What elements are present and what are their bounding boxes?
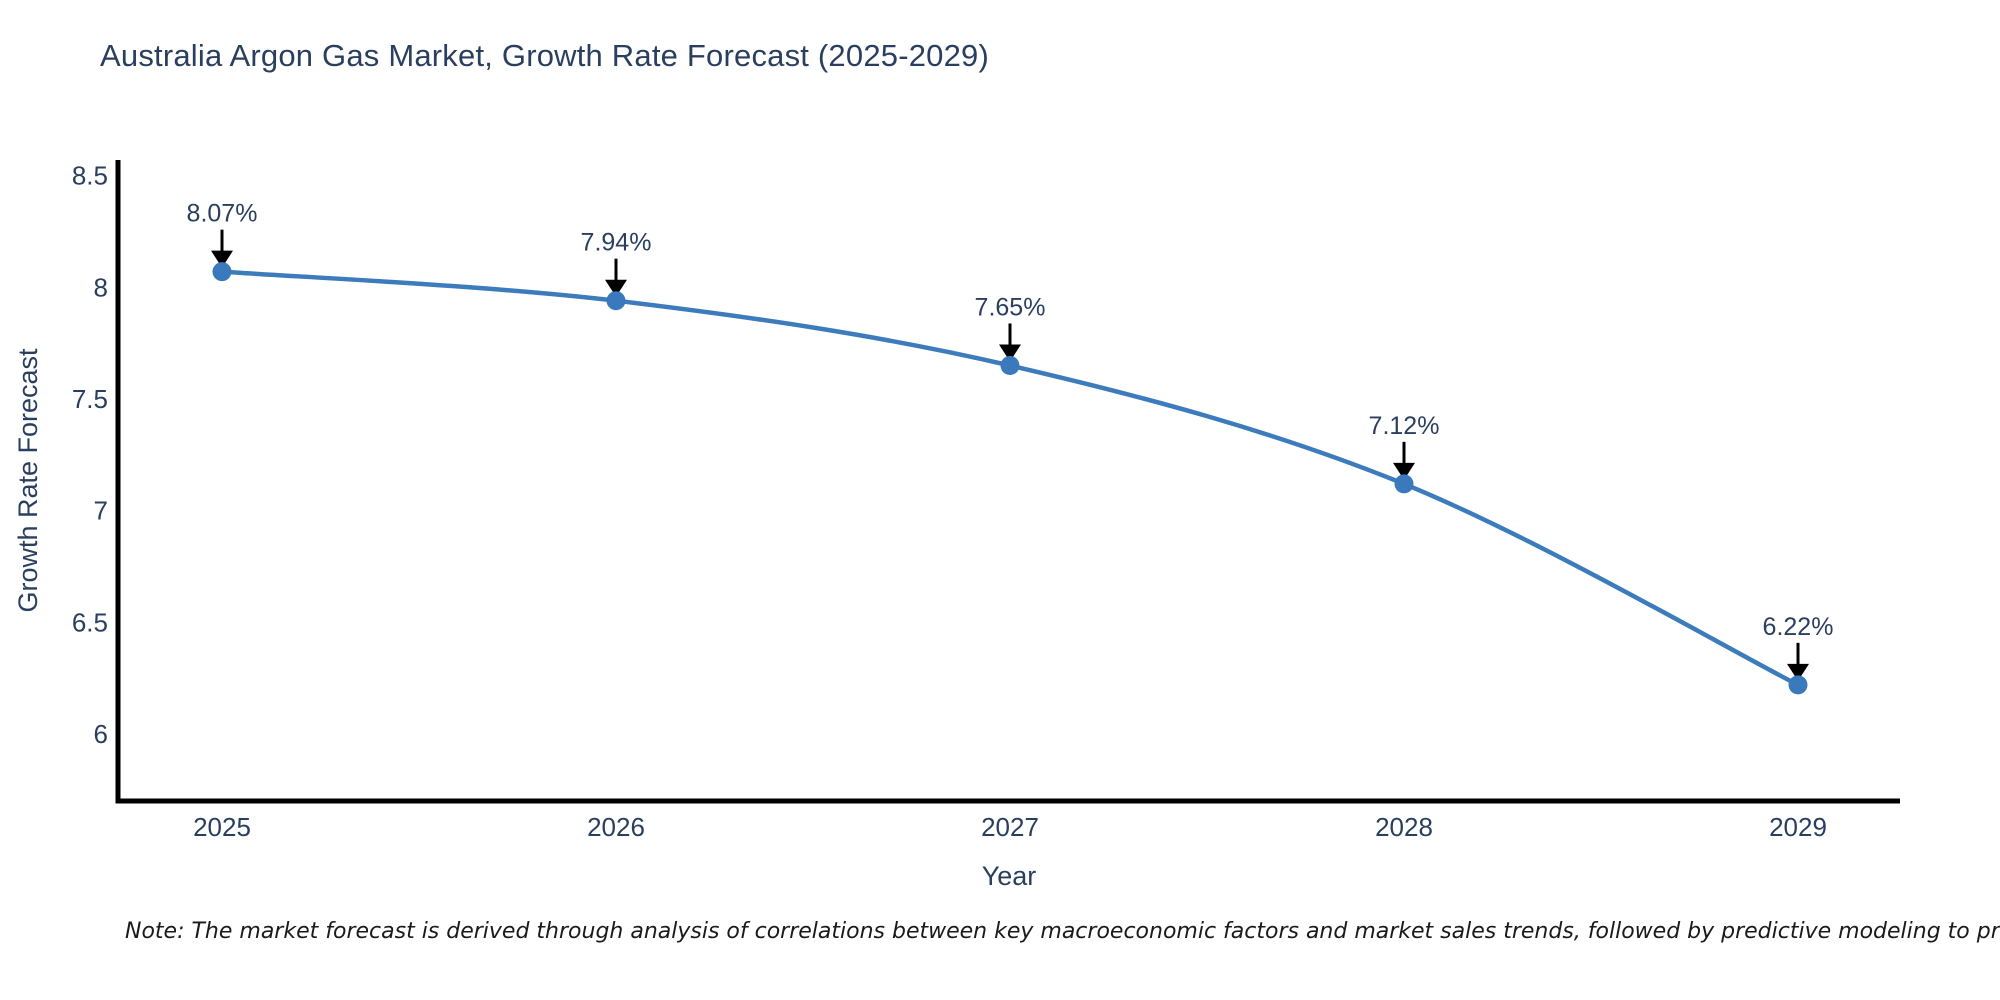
y-tick-label: 7 xyxy=(94,496,108,526)
x-tick-label: 2027 xyxy=(981,812,1039,842)
data-point-marker-2027[interactable] xyxy=(1000,355,1020,375)
y-tick-label: 8.5 xyxy=(72,161,108,191)
chart-footnote: Note: The market forecast is derived thr… xyxy=(125,919,2000,944)
data-point-label: 7.94% xyxy=(581,229,652,257)
forecast-line xyxy=(221,269,1800,687)
y-tick-label: 8 xyxy=(94,272,108,302)
data-point-marker-2026[interactable] xyxy=(606,291,626,311)
axis-spines xyxy=(115,160,1900,804)
data-point-marker-2028[interactable] xyxy=(1394,474,1414,494)
y-tick-label: 6.5 xyxy=(72,607,108,637)
y-axis-title: Growth Rate Forecast xyxy=(13,348,43,613)
x-tick-label: 2029 xyxy=(1769,812,1827,842)
data-point-label: 7.65% xyxy=(975,293,1046,321)
y-tick-label: 6 xyxy=(94,719,108,749)
chart-title: Australia Argon Gas Market, Growth Rate … xyxy=(100,38,990,73)
x-tick-label: 2026 xyxy=(587,812,645,842)
annotation-arrow-head xyxy=(211,250,233,268)
data-point-marker-2025[interactable] xyxy=(212,262,232,282)
data-point-label: 6.22% xyxy=(1763,613,1834,641)
annotation-arrow-head xyxy=(999,344,1021,362)
data-point-marker-2029[interactable] xyxy=(1788,675,1808,695)
annotation-arrow-head xyxy=(605,279,627,297)
y-tick-label: 7.5 xyxy=(72,384,108,414)
x-tick-label: 2028 xyxy=(1375,812,1433,842)
x-tick-label: 2025 xyxy=(193,812,251,842)
x-axis-title: Year xyxy=(982,861,1037,891)
annotation-arrow-head xyxy=(1787,663,1809,681)
data-point-label: 8.07% xyxy=(187,200,258,228)
annotation-arrow-head xyxy=(1393,462,1415,480)
data-point-label: 7.12% xyxy=(1369,412,1440,440)
